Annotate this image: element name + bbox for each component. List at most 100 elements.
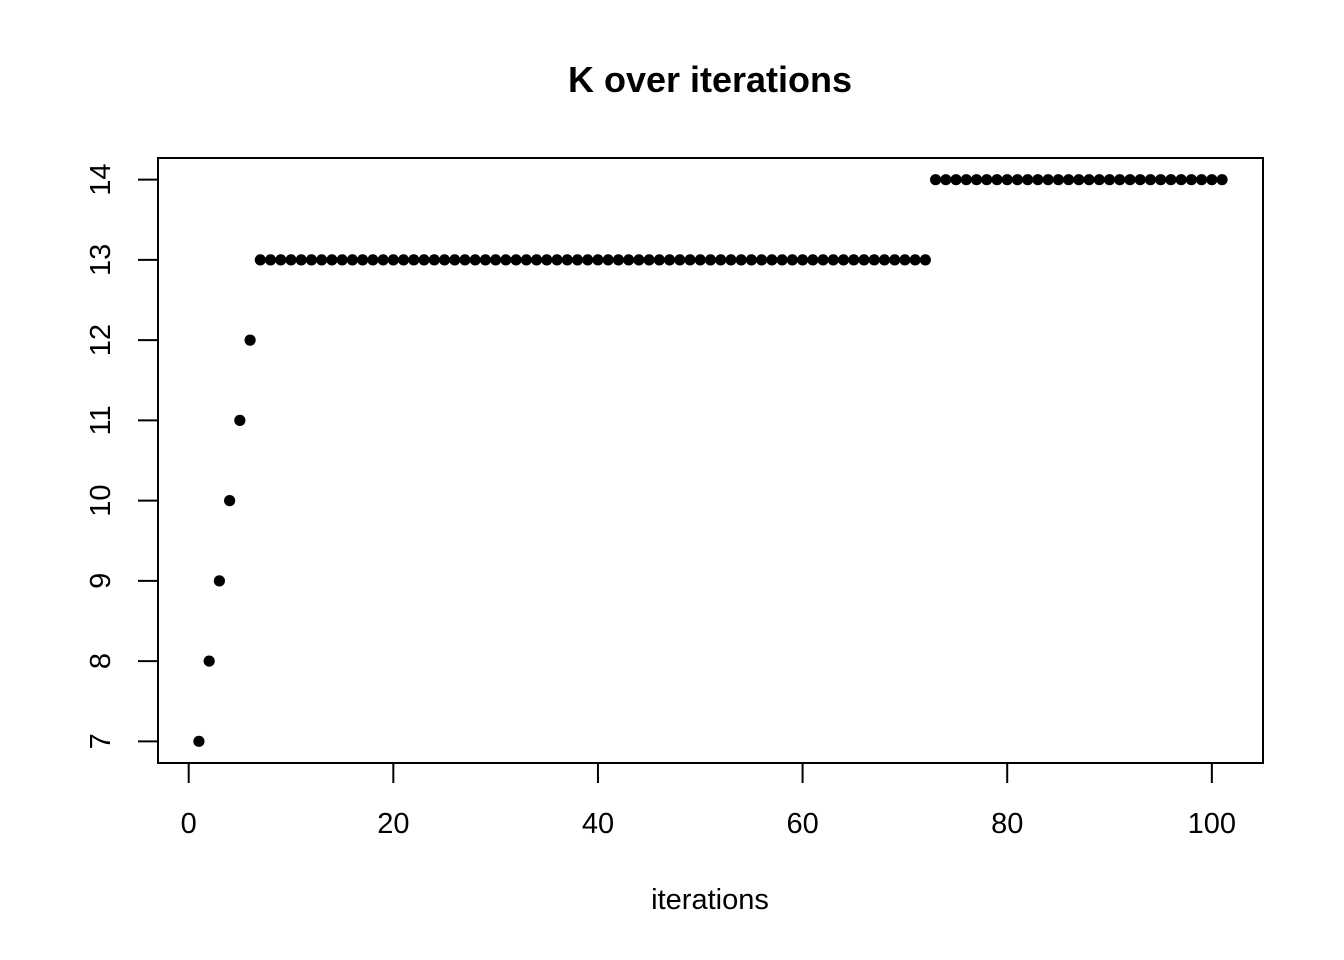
- data-point: [438, 254, 451, 266]
- data-point: [357, 254, 369, 266]
- data-point: [1063, 174, 1075, 186]
- data-point: [1124, 174, 1136, 186]
- data-point: [1083, 174, 1095, 186]
- data-point: [1165, 174, 1177, 186]
- data-point: [960, 174, 972, 186]
- data-point: [1144, 174, 1157, 186]
- data-point: [234, 414, 246, 426]
- data-point: [745, 254, 758, 266]
- data-point: [756, 254, 768, 266]
- data-point: [694, 254, 706, 266]
- data-point: [1114, 174, 1126, 186]
- data-point: [305, 254, 318, 266]
- data-point: [418, 254, 430, 266]
- data-point: [213, 575, 225, 587]
- x-tick-label: 100: [1188, 808, 1236, 840]
- data-point: [254, 254, 266, 266]
- x-tick-label: 40: [582, 808, 614, 840]
- data-point: [1103, 174, 1116, 186]
- data-point: [684, 254, 696, 266]
- data-point: [295, 254, 307, 266]
- data-point: [551, 254, 563, 266]
- data-point: [970, 174, 983, 186]
- data-point: [796, 254, 809, 266]
- data-point: [1073, 174, 1085, 186]
- data-point: [889, 254, 901, 266]
- data-point: [408, 254, 420, 266]
- data-point: [500, 254, 512, 266]
- data-point: [735, 254, 747, 266]
- y-tick-label: 11: [85, 405, 117, 435]
- data-point: [919, 254, 931, 266]
- y-tick-label: 7: [85, 733, 117, 749]
- plot-frame: [157, 157, 1264, 764]
- data-point: [674, 254, 686, 266]
- data-point: [571, 254, 584, 266]
- data-point: [582, 254, 594, 266]
- data-point: [909, 254, 921, 266]
- y-tick-label: 13: [85, 244, 117, 276]
- data-point: [264, 254, 277, 266]
- data-point: [940, 174, 952, 186]
- data-point: [224, 495, 236, 507]
- x-tick-label: 20: [377, 808, 409, 840]
- data-points: [193, 174, 1228, 747]
- data-point: [899, 254, 911, 266]
- data-point: [653, 254, 665, 266]
- x-axis-label: iterations: [651, 884, 769, 916]
- data-point: [837, 254, 850, 266]
- data-point: [776, 254, 788, 266]
- data-point: [981, 174, 993, 186]
- data-point: [704, 254, 717, 266]
- data-point: [1196, 174, 1208, 186]
- data-point: [520, 254, 532, 266]
- data-point: [929, 174, 942, 186]
- data-point: [510, 254, 522, 266]
- data-point: [991, 174, 1003, 186]
- data-point: [868, 254, 880, 266]
- data-point: [275, 254, 287, 266]
- data-point: [827, 254, 839, 266]
- data-point: [449, 254, 461, 266]
- data-point: [541, 254, 553, 266]
- chart-title: K over iterations: [568, 59, 852, 100]
- x-tick-label: 60: [786, 808, 818, 840]
- data-point: [244, 334, 256, 346]
- y-tick-label: 14: [85, 164, 117, 196]
- data-point: [950, 174, 962, 186]
- data-point: [469, 254, 481, 266]
- data-point: [1206, 174, 1218, 186]
- data-point: [602, 254, 614, 266]
- data-point: [326, 254, 338, 266]
- x-axis: 0 20 40 60 80 100: [181, 762, 1236, 840]
- data-point: [1175, 174, 1187, 186]
- y-tick-label: 12: [85, 324, 117, 356]
- data-point: [377, 254, 389, 266]
- data-point: [459, 254, 471, 266]
- data-point: [428, 254, 440, 266]
- data-point: [715, 254, 727, 266]
- data-point: [1216, 174, 1228, 186]
- y-tick-label: 9: [85, 573, 117, 589]
- y-tick-label: 8: [85, 653, 117, 669]
- data-point: [1052, 174, 1064, 186]
- y-tick-label: 10: [85, 484, 117, 516]
- data-point: [643, 254, 655, 266]
- data-point: [193, 735, 205, 747]
- data-point: [285, 254, 297, 266]
- data-point: [336, 254, 348, 266]
- data-point: [1185, 174, 1197, 186]
- data-point: [766, 254, 778, 266]
- data-point: [387, 254, 399, 266]
- data-point: [561, 254, 573, 266]
- data-point: [878, 254, 891, 266]
- data-point: [346, 254, 358, 266]
- data-point: [1001, 174, 1013, 186]
- data-point: [1134, 174, 1146, 186]
- data-point: [612, 254, 625, 266]
- data-point: [1042, 174, 1054, 186]
- data-point: [623, 254, 635, 266]
- data-point: [1011, 174, 1024, 186]
- data-point: [1093, 174, 1105, 186]
